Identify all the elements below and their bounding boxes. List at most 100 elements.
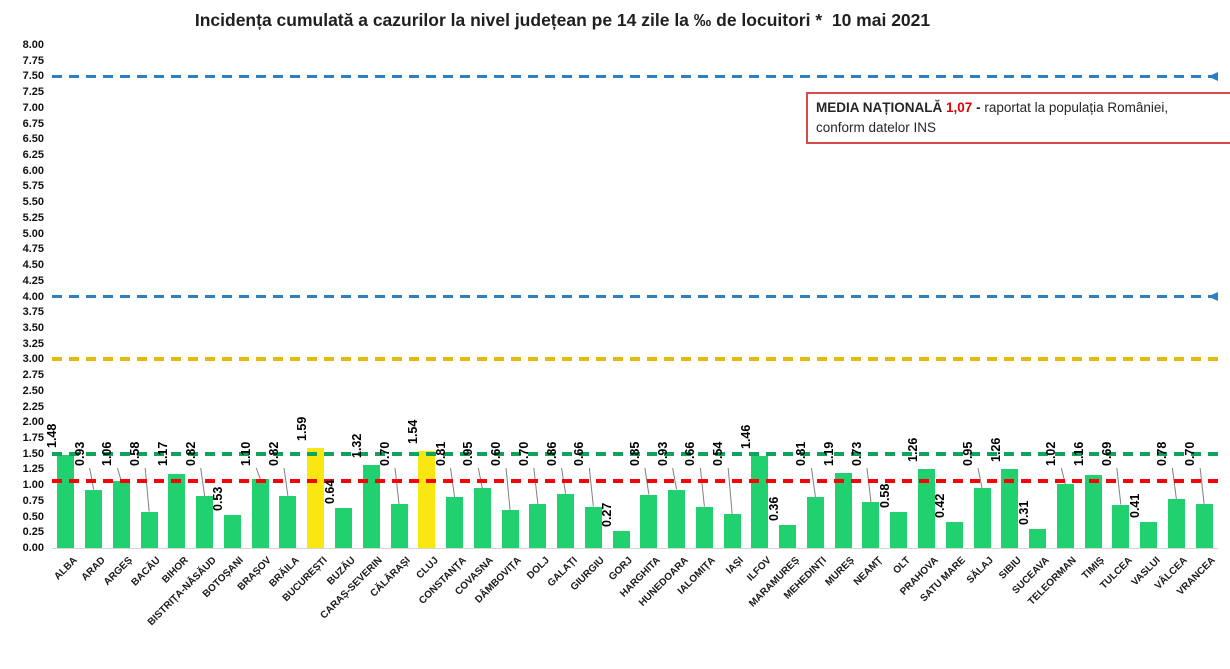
bar-vrancea — [1195, 503, 1213, 548]
y-axis-tick: 0.25 — [22, 526, 44, 539]
bar-neamț — [862, 502, 880, 548]
y-axis-tick: 6.25 — [22, 149, 44, 162]
bar-vâlcea — [1167, 498, 1185, 548]
ref-line-4.00 — [52, 295, 1218, 298]
bar-giurgiu — [584, 506, 602, 548]
bar-value-label: 0.85 — [627, 441, 642, 466]
bar-value-label: 0.82 — [266, 441, 281, 466]
bar-value-label: 1.19 — [822, 441, 837, 466]
leader-line — [699, 467, 705, 507]
bar-maramureș — [779, 525, 797, 548]
bar-value-label: 0.27 — [600, 502, 615, 528]
national-average-dash: - — [976, 100, 981, 115]
bar-value-label: 0.81 — [794, 441, 809, 466]
y-axis-tick: 5.75 — [22, 180, 44, 193]
bar-value-label: 0.60 — [489, 441, 504, 466]
leader-line — [477, 467, 483, 489]
bar-brăila — [279, 496, 297, 548]
bar-value-label: 0.81 — [433, 441, 448, 466]
bar-harghita — [640, 494, 658, 548]
national-average-text-line2: conform datelor INS — [816, 120, 937, 135]
bar-value-label: 0.54 — [711, 441, 726, 466]
ref-line-1.50 — [52, 451, 1218, 456]
bar-arad — [85, 489, 103, 548]
leader-line — [588, 467, 594, 507]
y-axis: 8.00 7.75 7.50 7.25 7.00 6.75 6.50 6.25 6.00 5.75… — [0, 0, 46, 620]
y-axis-tick: 7.00 — [22, 101, 44, 114]
bar-buzău — [335, 507, 352, 548]
bar-value-label: 0.70 — [378, 441, 393, 466]
ref-line-3.00 — [52, 357, 1218, 362]
y-axis-tick: 2.75 — [22, 369, 44, 382]
bar-value-label: 0.95 — [961, 441, 976, 466]
bar-suceava — [1029, 528, 1047, 548]
national-average-label: MEDIA NAȚIONALĂ — [816, 100, 943, 115]
bar-value-label: 0.93 — [655, 441, 670, 466]
leader-line — [977, 467, 983, 489]
refline-arrows-layer — [1208, 71, 1218, 301]
leader-line — [1116, 467, 1122, 505]
y-axis-tick: 3.75 — [22, 306, 44, 319]
bar-argeș — [112, 481, 130, 548]
bar-value-label: 1.54 — [405, 419, 420, 445]
bar-prahova — [918, 468, 935, 548]
bar-ialomița — [695, 506, 713, 548]
y-axis-tick: 1.50 — [22, 447, 44, 460]
x-axis-baseline — [52, 548, 1218, 549]
ref-line-1.07 — [52, 478, 1218, 483]
bar-timiș — [1084, 475, 1102, 548]
plot-area: 1.48 ALBA 0.93 ARAD 1.06 ARGEȘ 0.58 BACĂU 1.17 BI… — [45, 71, 1218, 628]
incidence-bar-chart: Incidența cumulată a cazurilor la nivel … — [0, 0, 1230, 628]
bar-tulcea — [1112, 504, 1130, 548]
y-axis-tick: 1.25 — [22, 463, 44, 476]
ref-line-arrow-icon — [1208, 292, 1218, 301]
chart-title: Incidența cumulată a cazurilor la nivel … — [194, 10, 931, 30]
bar-value-label: 1.16 — [1072, 441, 1087, 466]
bar-value-label: 0.53 — [211, 486, 226, 511]
bar-value-label: 0.41 — [1127, 493, 1142, 519]
bar-alba — [57, 454, 75, 548]
bar-value-label: 0.58 — [877, 483, 892, 508]
y-axis-tick: 6.00 — [22, 164, 44, 177]
y-axis-tick: 2.25 — [22, 400, 44, 413]
bar-bucurești — [307, 448, 325, 548]
leader-line — [255, 467, 261, 480]
bar-iași — [723, 514, 741, 548]
y-axis-tick: 3.25 — [22, 337, 44, 350]
bar-călărași — [390, 503, 408, 548]
bar-value-label: 0.36 — [766, 497, 781, 522]
national-average-value: 1,07 — [946, 100, 973, 115]
y-axis-tick: 0.00 — [22, 542, 44, 554]
y-axis-tick: 2.00 — [22, 416, 44, 429]
y-axis-tick: 5.00 — [22, 227, 44, 240]
bar-covasna — [473, 488, 491, 548]
bar-value-label: 1.26 — [988, 437, 1003, 462]
bar-value-label: 1.46 — [738, 424, 753, 450]
bar-vaslui — [1140, 522, 1158, 548]
leader-line — [866, 467, 872, 503]
y-axis-tick: 4.00 — [22, 290, 44, 303]
bar-value-label: 1.10 — [239, 441, 254, 466]
national-average-callout: MEDIA NAȚIONALĂ 1,07 - raportat la popul… — [806, 92, 1230, 144]
leader-line — [394, 467, 400, 505]
bar-value-label: 1.02 — [1044, 441, 1059, 466]
leader-line — [1171, 467, 1177, 500]
leader-line — [505, 467, 511, 511]
bar-value-label: 0.93 — [72, 441, 87, 466]
bar-constanța — [446, 497, 464, 548]
y-axis-tick: 5.50 — [22, 196, 44, 209]
bar-gorj — [612, 531, 630, 548]
national-average-text: raportat la populația României, — [984, 100, 1169, 115]
bar-olt — [890, 511, 908, 548]
bar-dâmbovița — [501, 510, 519, 548]
leader-lines-layer — [89, 467, 1205, 515]
bar-value-label: 0.73 — [849, 441, 864, 466]
bar-value-label: 0.70 — [1183, 441, 1198, 466]
bar-value-label: 0.82 — [183, 441, 198, 466]
bar-value-label: 0.69 — [1099, 441, 1114, 466]
bar-mureș — [834, 473, 852, 548]
bar-satu mare — [945, 521, 963, 548]
bar-value-label: 0.58 — [128, 441, 143, 466]
y-axis-tick: 8.00 — [22, 39, 44, 51]
bar-value-label: 0.95 — [461, 441, 476, 466]
